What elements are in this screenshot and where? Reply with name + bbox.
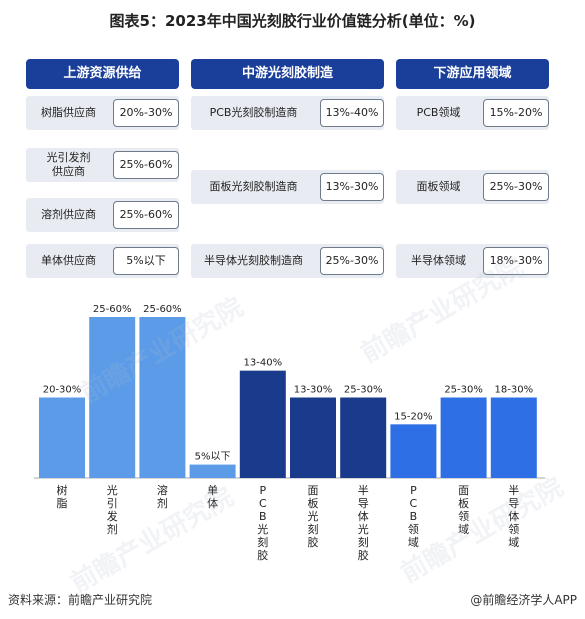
column-header: 下游应用领域 [396, 59, 549, 89]
data-label: 25-30% [444, 385, 483, 396]
row-label: 溶剂供应商 [41, 208, 96, 221]
row-label: PCB领域 [416, 106, 461, 119]
bar [390, 424, 437, 478]
data-label: 13-40% [244, 358, 283, 369]
x-tick-label: P C B 领域 [408, 484, 419, 549]
bar [39, 397, 85, 478]
x-tick-label: 光引发剂 [107, 483, 118, 536]
row-label: 光引发剂 供应商 [46, 151, 91, 178]
row-value: 18%-30% [483, 247, 549, 275]
row-label: 半导体光刻胶制造商 [204, 254, 303, 267]
row-value: 15%-20% [483, 99, 549, 127]
x-tick-label: 单体 [207, 484, 218, 510]
column-header: 中游光刻胶制造 [191, 59, 384, 89]
data-label: 25-60% [93, 304, 132, 315]
row-value: 25%-60% [113, 151, 179, 179]
row-label: PCB光刻胶制造商 [209, 106, 298, 119]
row-value: 13%-30% [320, 173, 384, 201]
brand-note: @前瞻经济学人APP [470, 593, 577, 607]
bar [340, 397, 387, 478]
data-label: 18-30% [495, 385, 534, 396]
bar [490, 397, 537, 478]
row-value: 25%-30% [320, 247, 384, 275]
row-value: 5%以下 [113, 247, 179, 275]
data-label: 25-30% [344, 385, 383, 396]
data-label: 25-60% [143, 304, 182, 315]
row-label: 半导体领域 [411, 254, 466, 267]
data-label: 20-30% [43, 385, 82, 396]
source-note: 资料来源：前瞻产业研究院 [8, 593, 153, 607]
row-label: 面板光刻胶制造商 [209, 180, 298, 193]
row-label: 树脂供应商 [41, 106, 96, 119]
x-tick-label: 半导体领域 [508, 483, 519, 549]
x-tick-label: 树脂 [57, 483, 68, 510]
data-label: 13-30% [294, 385, 333, 396]
row-label: 单体供应商 [41, 254, 96, 267]
chart-title: 图表5：2023年中国光刻胶行业价值链分析(单位：%) [109, 12, 476, 30]
row-value: 25%-60% [113, 201, 179, 229]
bar [89, 317, 136, 478]
data-label: 5%以下 [195, 452, 231, 463]
x-tick-label: 溶剂 [157, 483, 168, 510]
bar [440, 397, 487, 478]
row-value: 25%-30% [483, 173, 549, 201]
x-tick-label: 半导体光刻胶 [358, 483, 369, 562]
bar [239, 370, 286, 478]
x-tick-label: 面板领域 [458, 484, 469, 536]
row-value: 13%-40% [320, 99, 384, 127]
row-value: 20%-30% [113, 99, 179, 127]
x-tick-label: 面板光刻胶 [308, 484, 319, 549]
bar [290, 397, 336, 478]
bar [189, 464, 236, 478]
column-header: 上游资源供给 [26, 59, 179, 89]
data-label: 15-20% [394, 411, 433, 422]
row-label: 面板领域 [416, 180, 461, 193]
x-tick-label: P C B 光刻胶 [257, 484, 268, 562]
bar [139, 317, 186, 478]
